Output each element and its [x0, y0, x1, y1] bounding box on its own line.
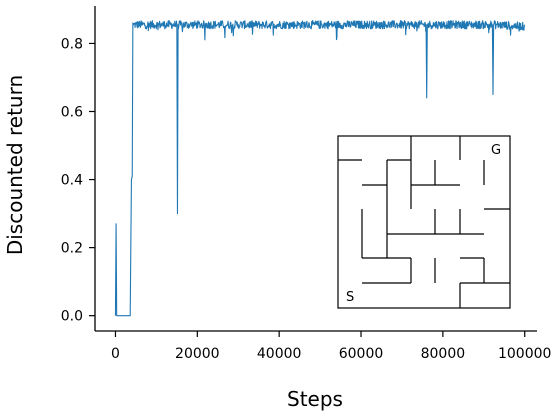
x-tick-label: 20000	[175, 346, 220, 362]
x-tick-label: 0	[111, 346, 120, 362]
maze-goal-label: G	[491, 143, 501, 158]
y-tick-label: 0.2	[61, 241, 83, 257]
x-ticks: 0 20000 40000 60000 80000 100000	[111, 331, 551, 362]
y-ticks: 0.0 0.2 0.4 0.6 0.8	[61, 36, 95, 325]
axes	[94, 6, 537, 332]
maze-inset: S G	[337, 135, 511, 309]
series-layer	[114, 20, 526, 317]
series-line	[114, 20, 526, 317]
x-tick-label: 80000	[421, 346, 466, 362]
maze-start-label: S	[346, 290, 354, 305]
maze-border	[337, 135, 511, 309]
maze-walls	[338, 136, 510, 308]
y-axis-title: Discounted return	[3, 75, 27, 255]
y-tick-label: 0.4	[61, 173, 83, 189]
x-tick-label: 100000	[498, 346, 551, 362]
x-tick-label: 40000	[257, 346, 302, 362]
y-tick-label: 0.8	[61, 36, 83, 52]
x-tick-label: 60000	[339, 346, 384, 362]
y-tick-label: 0.6	[61, 104, 83, 120]
y-tick-label: 0.0	[61, 309, 83, 325]
x-axis-title: Steps	[287, 387, 343, 411]
